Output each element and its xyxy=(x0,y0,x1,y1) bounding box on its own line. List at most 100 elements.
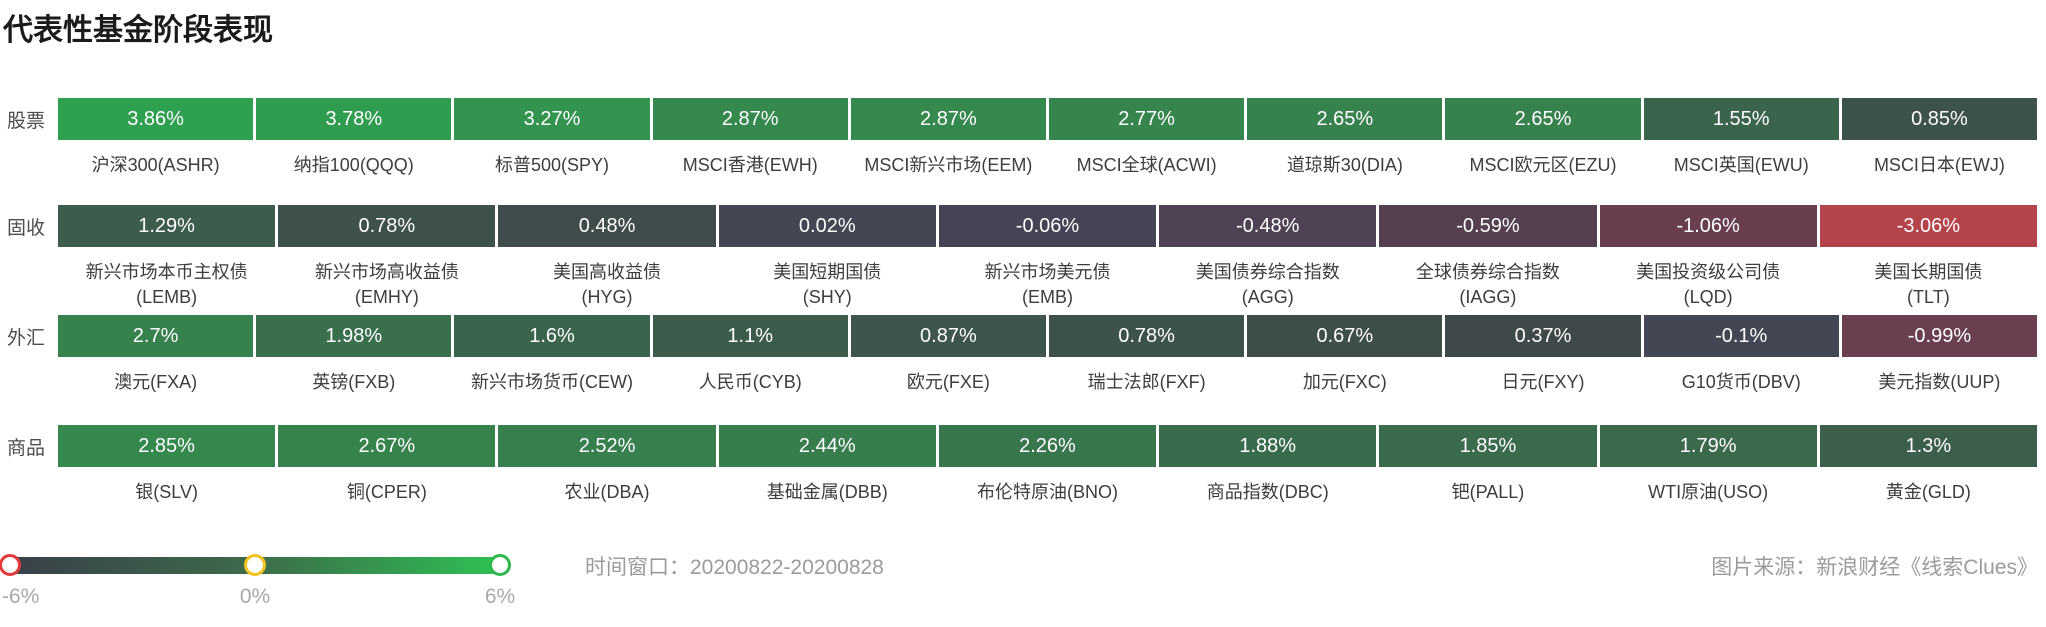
performance-bar[interactable]: 0.78% xyxy=(278,205,496,247)
performance-bar[interactable]: -0.99% xyxy=(1841,315,2038,357)
fund-cell: -0.99% 美元指数(UUP) xyxy=(1841,315,2038,395)
performance-bar[interactable]: 0.48% xyxy=(498,205,716,247)
fund-name: 美国债券综合指数 (AGG) xyxy=(1195,262,1340,307)
category-row: 固收 1.29% 新兴市场本币主权债 (LEMB) 0.78% 新兴市场高收益债 (EM… xyxy=(0,205,2037,310)
performance-bar[interactable]: 1.3% xyxy=(1819,425,2037,467)
fund-cell: 3.78% 纳指100(QQQ) xyxy=(256,98,452,178)
max-slider-handle-icon[interactable] xyxy=(489,554,511,576)
fund-name: 钯(PALL) xyxy=(1451,482,1525,502)
image-source-label: 图片来源：新浪财经《线索Clues》 xyxy=(1711,556,2038,579)
category-row: 商品 2.85% 银(SLV) 2.67% 铜(CPER) 2.52% 农业(DBA) 2.4… xyxy=(0,425,2037,505)
performance-bar[interactable]: 1.98% xyxy=(256,315,452,357)
performance-bar[interactable]: 0.02% xyxy=(718,205,936,247)
fund-cell: 2.52% 农业(DBA) xyxy=(498,425,716,505)
fund-name: 沪深300(ASHR) xyxy=(91,155,220,175)
performance-bar[interactable]: 2.65% xyxy=(1445,98,1641,140)
performance-bar[interactable]: 3.86% xyxy=(58,98,254,140)
performance-bar[interactable]: 2.52% xyxy=(498,425,716,467)
fund-name: 新兴市场本币主权债 (LEMB) xyxy=(85,262,248,307)
performance-bar[interactable]: 1.29% xyxy=(58,205,276,247)
performance-bar[interactable]: 0.37% xyxy=(1445,315,1641,357)
fund-cell: -1.06% 美国投资级公司债 (LQD) xyxy=(1599,205,1817,310)
performance-bar[interactable]: 2.87% xyxy=(652,98,848,140)
performance-bar[interactable]: 2.77% xyxy=(1049,98,1245,140)
fund-name: MSCI香港(EWH) xyxy=(682,155,818,175)
fund-cell: -0.48% 美国债券综合指数 (AGG) xyxy=(1159,205,1377,310)
category-row: 股票 3.86% 沪深300(ASHR) 3.78% 纳指100(QQQ) 3.27% 标普… xyxy=(0,98,2038,178)
fund-cell: 1.1% 人民币(CYB) xyxy=(652,315,848,395)
fund-name: 美国投资级公司债 (LQD) xyxy=(1636,262,1781,307)
fund-name: 黄金(GLD) xyxy=(1885,482,1971,502)
category-label: 商品 xyxy=(7,437,46,459)
performance-bar[interactable]: 0.87% xyxy=(850,315,1047,357)
performance-bar[interactable]: -3.06% xyxy=(1819,205,2037,247)
performance-bar[interactable]: -0.48% xyxy=(1159,205,1377,247)
fund-name: 布伦特原油(BNO) xyxy=(976,482,1118,502)
performance-bar[interactable]: 0.67% xyxy=(1247,315,1443,357)
fund-cell: -0.59% 全球债券综合指数 (IAGG) xyxy=(1379,205,1597,310)
fund-name: 美元指数(UUP) xyxy=(1878,372,2001,392)
fund-name: 道琼斯30(DIA) xyxy=(1286,155,1403,175)
fund-name: MSCI欧元区(EZU) xyxy=(1469,155,1617,175)
fund-cell: 0.02% 美国短期国债 (SHY) xyxy=(718,205,936,310)
fund-cell: 2.77% MSCI全球(ACWI) xyxy=(1049,98,1245,178)
fund-cell: 1.3% 黄金(GLD) xyxy=(1819,425,2037,505)
performance-bar[interactable]: 2.7% xyxy=(58,315,254,357)
row-cells: 2.85% 银(SLV) 2.67% 铜(CPER) 2.52% 农业(DBA) 2.44%… xyxy=(58,425,2037,505)
performance-bar[interactable]: 2.65% xyxy=(1247,98,1443,140)
row-cells: 2.7% 澳元(FXA) 1.98% 英镑(FXB) 1.6% 新兴市场货币(CEW) 1.… xyxy=(58,315,2038,395)
category-row: 外汇 2.7% 澳元(FXA) 1.98% 英镑(FXB) 1.6% 新兴市场货币(CEW)… xyxy=(0,315,2038,395)
mid-slider-handle-icon[interactable] xyxy=(244,554,266,576)
performance-bar[interactable]: -0.1% xyxy=(1643,315,1839,357)
fund-cell: 1.55% MSCI英国(EWU) xyxy=(1643,98,1839,178)
performance-bar[interactable]: 3.78% xyxy=(256,98,452,140)
fund-name: WTI原油(USO) xyxy=(1648,482,1769,502)
fund-cell: 0.78% 新兴市场高收益债 (EMHY) xyxy=(278,205,496,310)
performance-bar[interactable]: -0.06% xyxy=(938,205,1157,247)
min-slider-handle-icon[interactable] xyxy=(0,554,21,576)
fund-name: 农业(DBA) xyxy=(564,482,650,502)
legend-mid-label: 0% xyxy=(239,585,271,608)
performance-bar[interactable]: 3.27% xyxy=(454,98,650,140)
fund-cell: 3.86% 沪深300(ASHR) xyxy=(58,98,254,178)
performance-bar[interactable]: 1.55% xyxy=(1643,98,1839,140)
performance-bar[interactable]: 1.85% xyxy=(1379,425,1597,467)
fund-name: 全球债券综合指数 (IAGG) xyxy=(1415,262,1560,307)
fund-cell: 0.37% 日元(FXY) xyxy=(1445,315,1641,395)
fund-cell: 2.87% MSCI香港(EWH) xyxy=(652,98,848,178)
fund-cell: 0.48% 美国高收益债 (HYG) xyxy=(498,205,716,310)
fund-name: 纳指100(QQQ) xyxy=(293,155,414,175)
performance-bar[interactable]: 1.79% xyxy=(1599,425,1817,467)
fund-cell: 0.67% 加元(FXC) xyxy=(1247,315,1443,395)
fund-cell: 1.98% 英镑(FXB) xyxy=(256,315,452,395)
fund-cell: 0.85% MSCI日本(EWJ) xyxy=(1841,98,2038,178)
fund-name: 银(SLV) xyxy=(135,482,198,502)
fund-cell: 1.6% 新兴市场货币(CEW) xyxy=(454,315,650,395)
category-label: 外汇 xyxy=(7,327,46,349)
fund-cell: 1.85% 钯(PALL) xyxy=(1379,425,1597,505)
performance-bar[interactable]: 2.85% xyxy=(58,425,276,467)
performance-bar[interactable]: -1.06% xyxy=(1599,205,1817,247)
performance-bar[interactable]: 0.85% xyxy=(1841,98,2038,140)
fund-cell: 3.27% 标普500(SPY) xyxy=(454,98,650,178)
row-cells: 1.29% 新兴市场本币主权债 (LEMB) 0.78% 新兴市场高收益债 (EMHY… xyxy=(58,205,2037,310)
performance-bar[interactable]: 2.44% xyxy=(718,425,936,467)
fund-name: MSCI新兴市场(EEM) xyxy=(864,155,1033,175)
fund-cell: -0.06% 新兴市场美元债 (EMB) xyxy=(938,205,1157,310)
performance-bar[interactable]: 0.78% xyxy=(1049,315,1245,357)
performance-bar[interactable]: -0.59% xyxy=(1379,205,1597,247)
fund-cell: 2.65% 道琼斯30(DIA) xyxy=(1247,98,1443,178)
fund-cell: -3.06% 美国长期国债 (TLT) xyxy=(1819,205,2037,310)
performance-bar[interactable]: 2.67% xyxy=(278,425,496,467)
performance-bar[interactable]: 1.88% xyxy=(1159,425,1377,467)
fund-cell: 2.87% MSCI新兴市场(EEM) xyxy=(850,98,1047,178)
fund-name: 加元(FXC) xyxy=(1302,372,1387,392)
performance-bar[interactable]: 2.87% xyxy=(850,98,1047,140)
legend-min-label: -6% xyxy=(2,585,40,608)
fund-name: MSCI日本(EWJ) xyxy=(1873,155,2005,175)
performance-bar[interactable]: 2.26% xyxy=(938,425,1157,467)
performance-bar[interactable]: 1.1% xyxy=(652,315,848,357)
category-label: 固收 xyxy=(7,217,46,239)
fund-name: 新兴市场货币(CEW) xyxy=(471,372,633,392)
performance-bar[interactable]: 1.6% xyxy=(454,315,650,357)
